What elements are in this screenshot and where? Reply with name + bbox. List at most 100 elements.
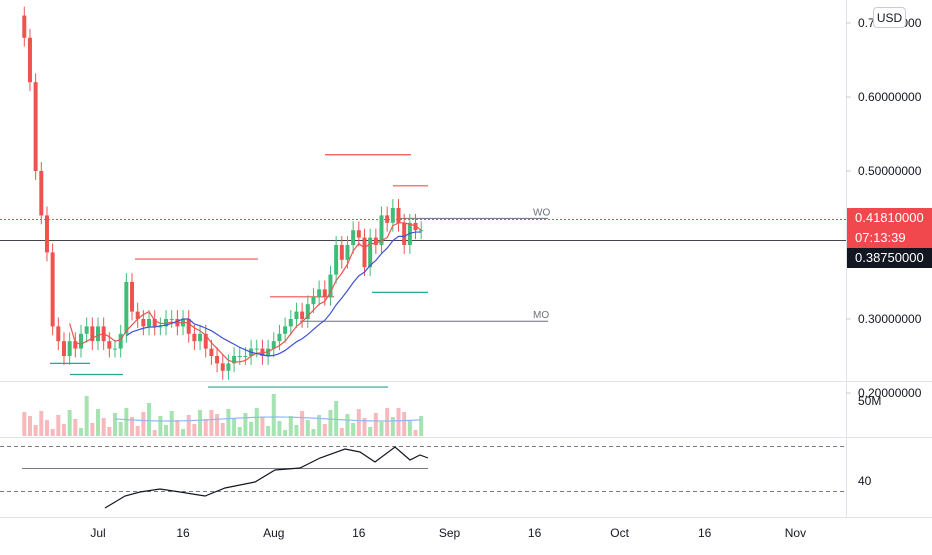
candle-body — [317, 289, 322, 297]
volume-bar — [209, 410, 214, 436]
volume-bar — [288, 416, 293, 436]
candle-body — [33, 82, 38, 171]
time-tick-label: 16 — [176, 526, 190, 540]
candle-body — [232, 356, 237, 364]
volume-bar — [50, 429, 55, 436]
candle-body — [96, 326, 100, 342]
candle-body — [356, 230, 361, 238]
candle-body — [56, 326, 61, 342]
volume-bar — [345, 414, 350, 436]
volume-bar — [243, 413, 248, 436]
time-tick-label: 16 — [698, 526, 712, 540]
volume-bar — [198, 410, 203, 436]
volume-bar — [67, 410, 72, 436]
volume-bar — [339, 428, 344, 436]
candle-body — [260, 348, 265, 356]
candle-body — [118, 333, 123, 349]
level-label: WO — [533, 207, 550, 218]
candle-body — [107, 341, 112, 349]
moving-averages — [69, 222, 422, 363]
volume-bar — [124, 408, 129, 436]
candle-body — [373, 237, 378, 245]
candle-body — [135, 311, 140, 319]
time-tick-label: Oct — [610, 526, 629, 540]
volume-bar — [334, 401, 339, 436]
volume-bar — [249, 422, 254, 436]
volume-bar — [300, 411, 305, 436]
volume-bar — [22, 412, 27, 436]
candle-body — [385, 215, 390, 223]
time-tick-label: 16 — [352, 526, 366, 540]
candle-body — [192, 333, 197, 342]
candle-body — [288, 319, 293, 327]
volume-bar — [266, 426, 271, 436]
candle-body — [226, 363, 231, 371]
oscillator-line — [104, 446, 429, 509]
volume-bar — [271, 394, 276, 436]
time-tick-label: Aug — [263, 526, 284, 540]
volume-bar — [373, 413, 378, 436]
volume-bar — [90, 423, 95, 436]
volume-bar — [220, 423, 225, 436]
candle-body — [198, 333, 203, 342]
price-tick-label: 0.60000000 — [858, 90, 922, 104]
candle-body — [90, 326, 95, 342]
currency-button[interactable]: USD — [873, 7, 906, 28]
last-price-tag: 0.41810000 07:13:39 — [847, 208, 932, 248]
candle-body — [169, 319, 174, 320]
candle-body — [130, 282, 135, 312]
volume-bar — [56, 415, 61, 436]
candle-body — [266, 348, 271, 356]
volume-bar — [351, 423, 356, 436]
volume-bar — [402, 412, 407, 436]
candle-body — [322, 289, 327, 297]
volume-bar — [419, 416, 424, 436]
volume-bar — [118, 422, 123, 436]
candle-body — [39, 171, 44, 216]
candle-body — [203, 333, 208, 349]
level-lines: WO MO — [50, 154, 550, 388]
candle-body — [271, 341, 276, 349]
volume-bar — [396, 408, 401, 436]
volume-bar — [175, 420, 180, 436]
volume-bar — [192, 424, 197, 436]
volume-bar — [84, 396, 89, 436]
volume-bar — [169, 411, 174, 436]
volume-bar — [101, 418, 106, 436]
ref-price-tag: 0.38750000 — [847, 248, 932, 268]
volume-bar — [305, 420, 310, 436]
volume-bar — [181, 429, 186, 436]
volume-bar — [78, 428, 83, 436]
volume-bar — [226, 409, 231, 436]
price-tick-label: 0.50000000 — [858, 164, 922, 178]
volume-ma-line — [114, 416, 422, 422]
volume-bar — [283, 430, 288, 436]
candle-body — [396, 208, 401, 223]
candle-body — [141, 319, 146, 327]
price-tick-label: 0.30000000 — [858, 312, 922, 326]
candle-body — [368, 237, 373, 268]
volume-bar — [232, 418, 237, 436]
volume-bar — [164, 425, 169, 436]
volume-bar — [356, 409, 361, 436]
volume-bar — [328, 410, 333, 436]
volume-bar — [260, 417, 265, 436]
candle-body — [215, 356, 220, 364]
candle-body — [334, 245, 339, 275]
volume-bar — [368, 427, 373, 436]
volume-bar — [147, 403, 152, 436]
candle-body — [311, 296, 316, 305]
volume-bar — [130, 417, 135, 436]
volume-bar — [407, 421, 412, 436]
candle-body — [277, 333, 282, 342]
volume-bar — [135, 426, 140, 436]
candle-body — [50, 252, 55, 327]
candle-body — [328, 274, 333, 297]
candle-body — [283, 326, 288, 334]
volume-bar — [158, 416, 163, 436]
candle-body — [362, 237, 367, 268]
volume-bar — [311, 429, 316, 436]
volume-bar — [322, 424, 327, 436]
